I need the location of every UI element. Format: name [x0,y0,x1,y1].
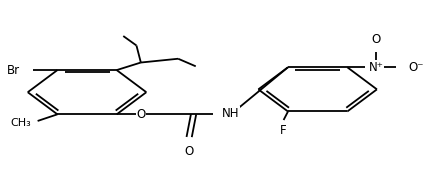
Text: NH: NH [222,107,240,120]
Text: Br: Br [7,64,20,77]
Text: O: O [184,145,194,158]
Text: CH₃: CH₃ [10,118,31,128]
Text: F: F [280,124,287,137]
Text: O: O [136,108,145,121]
Text: O: O [371,33,381,46]
Text: N⁺: N⁺ [368,61,383,74]
Text: O⁻: O⁻ [409,61,424,74]
